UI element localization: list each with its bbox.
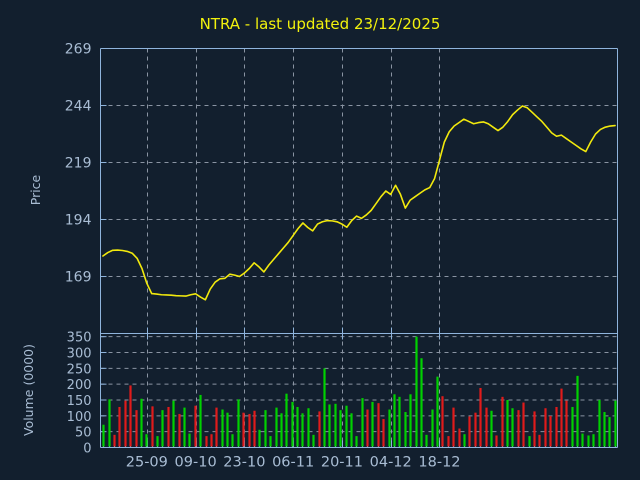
price-gridlines xyxy=(100,48,618,334)
price-line xyxy=(102,105,616,301)
svg-text:150: 150 xyxy=(67,394,92,409)
price-axis-title: Price xyxy=(28,174,43,205)
volume-plot-frame xyxy=(100,333,618,448)
price-axis-ticks xyxy=(100,48,107,277)
svg-text:25-09: 25-09 xyxy=(126,455,168,471)
chart-title: NTRA - last updated 23/12/2025 xyxy=(199,15,441,33)
volume-gridlines xyxy=(100,333,618,448)
svg-text:0: 0 xyxy=(83,442,91,457)
volume-bars xyxy=(102,336,617,447)
price-plot-frame xyxy=(100,48,618,334)
svg-text:23-10: 23-10 xyxy=(223,455,265,471)
svg-text:200: 200 xyxy=(67,378,92,393)
svg-text:09-10: 09-10 xyxy=(175,455,217,471)
x-axis-tick-labels: 25-09 09-10 23-10 06-11 20-11 04-12 18-12 xyxy=(126,455,461,471)
svg-text:20-11: 20-11 xyxy=(321,455,363,471)
svg-text:269: 269 xyxy=(65,42,92,58)
svg-text:06-11: 06-11 xyxy=(272,455,314,471)
svg-text:350: 350 xyxy=(67,331,92,346)
svg-text:250: 250 xyxy=(67,362,92,377)
svg-text:04-12: 04-12 xyxy=(370,455,412,471)
svg-text:194: 194 xyxy=(65,213,92,229)
svg-text:100: 100 xyxy=(67,410,92,425)
svg-text:169: 169 xyxy=(65,270,92,286)
svg-text:18-12: 18-12 xyxy=(418,455,460,471)
volume-axis-title: Volume (0000) xyxy=(21,344,36,436)
svg-text:50: 50 xyxy=(75,426,92,441)
svg-text:300: 300 xyxy=(67,347,92,362)
svg-text:244: 244 xyxy=(65,99,92,115)
price-line-path xyxy=(102,105,616,301)
y-axis-tick-labels: 269 244 219 194 169 xyxy=(65,42,92,286)
svg-text:219: 219 xyxy=(65,156,92,172)
